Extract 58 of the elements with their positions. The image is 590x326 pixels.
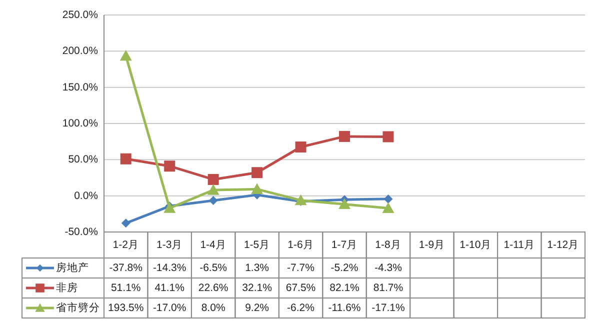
x-tick-label: 1-12月 bbox=[547, 239, 580, 251]
data-label: -11.6% bbox=[328, 302, 361, 314]
point bbox=[207, 184, 220, 195]
data-label: 51.1% bbox=[110, 282, 141, 294]
point bbox=[252, 167, 263, 178]
data-label: -7.7% bbox=[287, 262, 314, 274]
data-label: 1.3% bbox=[245, 262, 270, 274]
x-tick-label: 1-2月 bbox=[112, 239, 139, 251]
data-label: 81.7% bbox=[373, 282, 404, 294]
legend-label: 房地产 bbox=[56, 261, 89, 274]
y-tick-label: 100.0% bbox=[62, 118, 98, 130]
data-label: 67.5% bbox=[286, 282, 316, 294]
point bbox=[121, 218, 130, 228]
data-label: 22.6% bbox=[198, 282, 228, 294]
point bbox=[164, 160, 176, 172]
point bbox=[382, 131, 394, 142]
y-tick-label: -50.0% bbox=[64, 226, 98, 238]
data-label: 193.5% bbox=[108, 302, 144, 314]
data-label: 82.1% bbox=[330, 282, 360, 294]
point bbox=[338, 198, 350, 210]
data-label: -4.3% bbox=[374, 262, 402, 274]
point bbox=[208, 174, 219, 185]
x-tick-label: 1-10月 bbox=[460, 239, 492, 251]
point bbox=[120, 153, 132, 164]
x-tick-label: 1-4月 bbox=[200, 239, 226, 251]
point bbox=[120, 50, 132, 61]
point bbox=[294, 194, 307, 206]
point bbox=[208, 196, 218, 206]
data-label: -17.0% bbox=[152, 302, 186, 314]
y-tick-label: 0.0% bbox=[74, 190, 98, 202]
data-label: 9.2% bbox=[245, 302, 270, 314]
x-tick-label: 1-7月 bbox=[331, 239, 358, 251]
data-label: -5.2% bbox=[330, 262, 358, 274]
legend-label: 非房 bbox=[56, 281, 78, 294]
x-tick-label: 1-8月 bbox=[375, 239, 402, 251]
x-tick-label: 1-11月 bbox=[504, 239, 536, 251]
data-label: 8.0% bbox=[201, 302, 226, 314]
point bbox=[382, 202, 394, 213]
x-tick-label: 1-3月 bbox=[156, 239, 183, 251]
data-label: -6.2% bbox=[287, 302, 314, 314]
data-label: -37.8% bbox=[109, 262, 143, 274]
point bbox=[295, 142, 306, 153]
point bbox=[251, 183, 264, 194]
data-label: 32.1% bbox=[242, 282, 272, 294]
y-tick-label: 200.0% bbox=[62, 45, 98, 58]
x-tick-label: 1-5月 bbox=[244, 239, 270, 251]
legend-label: 省市劈分 bbox=[56, 301, 100, 314]
x-tick-label: 1-9月 bbox=[418, 239, 446, 251]
point bbox=[339, 130, 350, 142]
data-label: -6.5% bbox=[200, 262, 228, 274]
y-tick-label: 50.0% bbox=[68, 154, 98, 166]
data-label: -17.1% bbox=[372, 302, 405, 314]
y-tick-label: 250.0% bbox=[62, 9, 98, 21]
point bbox=[384, 194, 393, 204]
data-label: 41.1% bbox=[154, 282, 184, 294]
data-label: -14.3% bbox=[152, 262, 186, 274]
y-tick-label: 150.0% bbox=[62, 81, 98, 94]
x-tick-label: 1-6月 bbox=[288, 239, 314, 251]
